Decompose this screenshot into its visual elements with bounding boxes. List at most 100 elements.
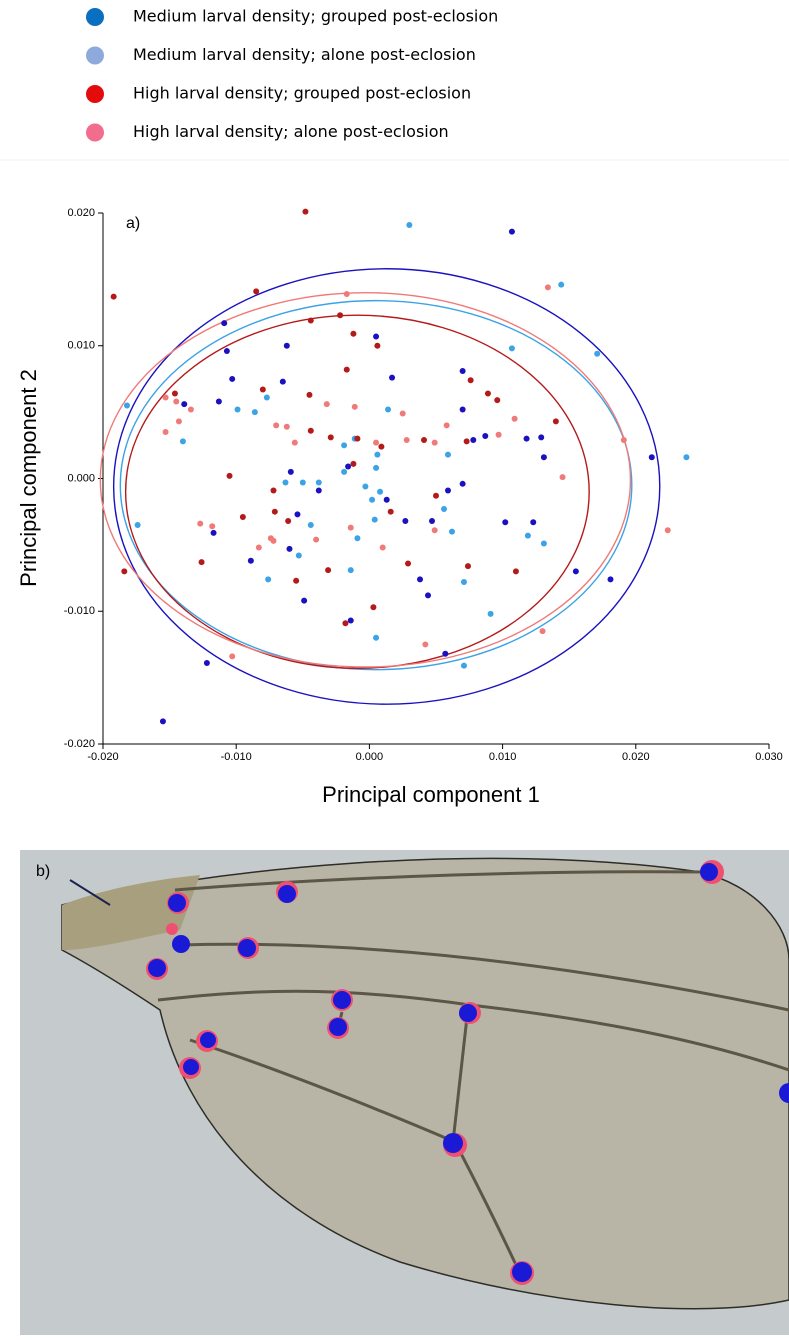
confidence-ellipse — [124, 314, 590, 670]
x-tick-label: 0.000 — [356, 751, 384, 763]
data-point — [540, 540, 547, 547]
data-point — [187, 406, 194, 413]
chart-background — [0, 160, 789, 850]
data-point — [307, 427, 314, 434]
data-point — [315, 487, 322, 494]
data-point — [370, 604, 377, 611]
wing-base — [62, 875, 200, 950]
data-point — [362, 483, 369, 490]
data-point — [215, 398, 222, 405]
data-point — [487, 610, 494, 617]
legend-label: Medium larval density; grouped post-eclo… — [133, 7, 498, 26]
data-point — [239, 513, 246, 520]
data-point — [285, 517, 292, 524]
data-point — [294, 511, 301, 518]
data-point — [347, 567, 354, 574]
data-point — [270, 537, 277, 544]
data-point — [173, 398, 180, 405]
x-tick-label: 0.010 — [489, 751, 517, 763]
data-point — [347, 524, 354, 531]
data-point — [253, 288, 260, 295]
data-point — [572, 568, 579, 575]
y-tick-label: -0.010 — [64, 605, 95, 617]
data-point — [234, 406, 241, 413]
data-point — [495, 431, 502, 438]
data-point — [162, 394, 169, 401]
data-point — [179, 438, 186, 445]
confidence-ellipse — [112, 268, 661, 705]
data-point — [374, 342, 381, 349]
legend-label: Medium larval density; alone post-eclosi… — [133, 45, 476, 64]
data-point — [482, 433, 489, 440]
data-point — [291, 439, 298, 446]
data-point — [283, 423, 290, 430]
data-point — [159, 718, 166, 725]
data-point — [121, 568, 128, 575]
data-point — [273, 422, 280, 429]
data-point — [373, 439, 380, 446]
data-point — [552, 418, 559, 425]
data-point — [313, 536, 320, 543]
data-point — [210, 529, 217, 536]
data-point — [265, 576, 272, 583]
data-point — [279, 378, 286, 385]
data-point — [405, 560, 412, 567]
data-point — [431, 439, 438, 446]
data-point — [594, 350, 601, 357]
data-point — [337, 312, 344, 319]
data-point — [539, 628, 546, 635]
data-point — [463, 438, 470, 445]
data-point — [459, 406, 466, 413]
data-point — [263, 394, 270, 401]
data-point — [558, 281, 565, 288]
x-tick-label: -0.020 — [87, 751, 118, 763]
data-point — [540, 454, 547, 461]
data-point — [197, 520, 204, 527]
data-point — [255, 544, 262, 551]
data-point — [379, 544, 386, 551]
data-point — [162, 429, 169, 436]
data-point — [538, 434, 545, 441]
data-point — [229, 375, 236, 382]
data-point — [442, 650, 449, 657]
data-point — [508, 345, 515, 352]
data-point — [350, 330, 357, 337]
data-point — [203, 660, 210, 667]
legend-label: High larval density; grouped post-eclosi… — [133, 84, 471, 103]
data-point — [387, 508, 394, 515]
data-point — [351, 403, 358, 410]
data-point — [175, 418, 182, 425]
data-point — [512, 568, 519, 575]
data-point — [323, 401, 330, 408]
data-point — [559, 474, 566, 481]
data-point — [347, 617, 354, 624]
data-point — [342, 620, 349, 627]
data-point — [343, 290, 350, 297]
data-point — [459, 367, 466, 374]
data-point — [293, 577, 300, 584]
data-point — [402, 517, 409, 524]
data-point — [444, 487, 451, 494]
data-point — [417, 576, 424, 583]
panel-label: a) — [126, 215, 140, 232]
data-point — [259, 386, 266, 393]
data-point — [307, 521, 314, 528]
landmarks — [146, 860, 789, 1285]
data-point — [399, 410, 406, 417]
data-point — [444, 451, 451, 458]
data-point — [373, 634, 380, 641]
data-point — [460, 662, 467, 669]
y-tick-label: 0.020 — [67, 207, 95, 219]
data-point — [383, 496, 390, 503]
data-point — [345, 463, 352, 470]
data-point — [198, 559, 205, 566]
data-point — [511, 415, 518, 422]
data-point — [343, 366, 350, 373]
data-point — [354, 535, 361, 542]
legend-marker — [86, 85, 104, 103]
data-point — [301, 597, 308, 604]
data-point — [226, 472, 233, 479]
data-point — [369, 496, 376, 503]
data-point — [484, 390, 491, 397]
